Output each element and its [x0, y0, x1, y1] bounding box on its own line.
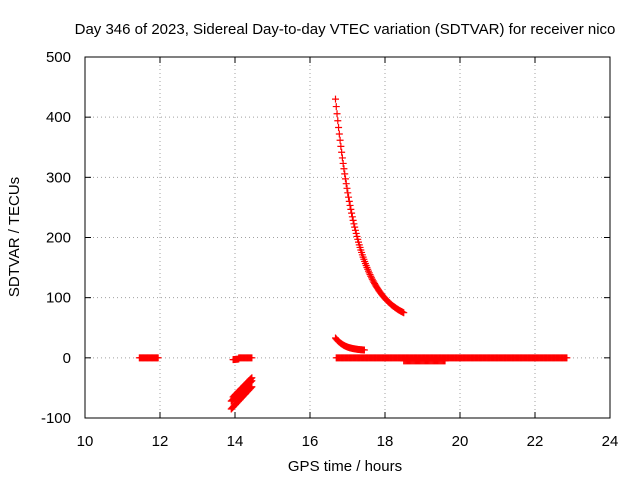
y-tick-label: 500: [46, 49, 71, 66]
data-point: [368, 274, 376, 282]
data-point: [348, 209, 356, 217]
data-point: [441, 357, 449, 365]
data-point: [345, 193, 353, 201]
data-point: [352, 229, 360, 237]
data-point: [247, 374, 255, 382]
data-point: [360, 346, 368, 354]
x-tick-label: 16: [302, 433, 319, 450]
data-point: [341, 175, 349, 183]
x-tick-label: 18: [377, 433, 394, 450]
data-point: [337, 142, 345, 150]
x-axis-label: GPS time / hours: [288, 458, 402, 475]
data-point: [366, 271, 374, 279]
data-point: [338, 154, 346, 162]
data-point: [563, 354, 571, 362]
data-point: [338, 148, 346, 156]
y-tick-label: -100: [41, 410, 71, 427]
series-arc-1: [135, 354, 162, 362]
data-point: [339, 159, 347, 167]
marks-layer: [135, 95, 571, 413]
data-point: [343, 184, 351, 192]
x-tick-label: 10: [77, 433, 94, 450]
data-point: [332, 95, 339, 103]
data-point: [248, 374, 256, 382]
x-tick-label: 12: [152, 433, 169, 450]
data-point: [246, 375, 254, 383]
data-point: [340, 165, 348, 173]
data-point: [349, 216, 357, 224]
data-point: [344, 189, 352, 197]
chart-title: Day 346 of 2023, Sidereal Day-to-day VTE…: [75, 21, 616, 38]
data-point: [350, 220, 358, 228]
series-arc-4: [227, 383, 256, 413]
x-tick-label: 14: [227, 433, 244, 450]
data-point: [341, 170, 349, 178]
y-tick-label: 400: [46, 109, 71, 126]
data-point: [342, 180, 350, 188]
series-arc-9: [332, 354, 571, 362]
data-point: [348, 213, 356, 221]
series-arc-10: [400, 357, 449, 365]
data-point: [345, 197, 353, 205]
data-point: [332, 103, 340, 111]
data-point: [335, 130, 343, 138]
data-point: [351, 226, 359, 234]
data-point: [154, 354, 162, 362]
series-arc-8: [332, 334, 368, 354]
data-point: [335, 123, 343, 131]
data-point: [351, 223, 359, 231]
data-point: [334, 117, 342, 125]
y-tick-label: 0: [63, 350, 71, 367]
data-point: [346, 201, 354, 209]
series-arc-6: [229, 374, 256, 401]
series-arc-3: [235, 354, 256, 362]
data-point: [365, 269, 373, 277]
data-point: [333, 110, 341, 118]
ticks-layer: 10 12 14 16 18 20 22 24 -100 0 100 200 300 400 500: [41, 49, 618, 450]
data-point: [248, 354, 256, 362]
y-tick-label: 100: [46, 290, 71, 307]
x-tick-label: 24: [602, 433, 619, 450]
data-point: [347, 205, 355, 213]
y-axis-label: SDTVAR / TECUs: [6, 177, 23, 297]
series-arc-7: [332, 95, 408, 317]
x-tick-label: 22: [527, 433, 544, 450]
data-point: [367, 272, 375, 280]
y-tick-label: 300: [46, 169, 71, 186]
data-point: [336, 136, 344, 144]
y-tick-label: 200: [46, 230, 71, 247]
data-point: [400, 309, 408, 317]
x-tick-label: 20: [452, 433, 469, 450]
